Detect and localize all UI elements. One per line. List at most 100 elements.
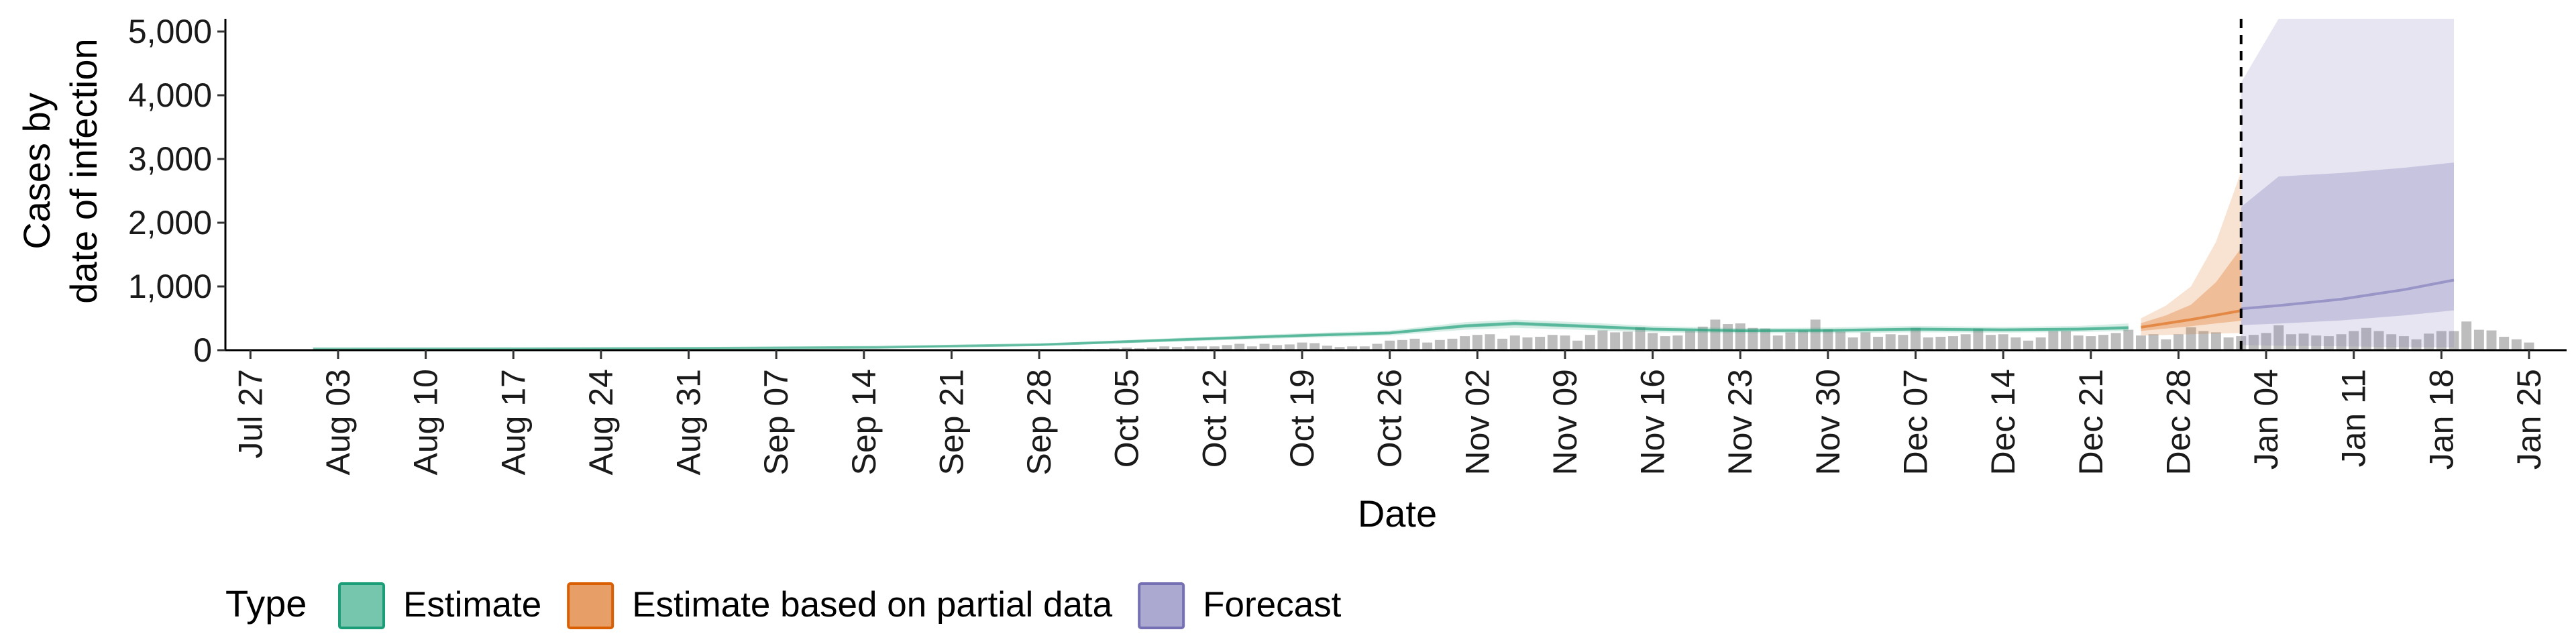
reported-case-bar (2210, 332, 2221, 350)
reported-case-bar (1485, 334, 1495, 350)
x-tick-label: Nov 16 (1634, 369, 1672, 475)
x-axis-title: Date (1358, 492, 1437, 535)
x-tick-label: Jan 11 (2335, 369, 2373, 467)
reported-case-bar (1847, 337, 1858, 350)
x-tick-label: Sep 14 (845, 369, 883, 475)
x-tick-label: Jan 18 (2422, 369, 2460, 470)
estimate-bands (313, 19, 2455, 351)
reported-case-bar (1309, 343, 1320, 350)
reported-case-bar (1547, 335, 1558, 350)
reported-case-bar (1497, 338, 1508, 350)
reported-case-bar (1472, 335, 1483, 350)
reported-case-bar (1648, 333, 1658, 350)
median-line-estimate (313, 322, 2129, 351)
x-tick-label: Nov 23 (1721, 369, 1759, 475)
y-tick-label: 4,000 (128, 76, 212, 114)
reported-case-bar (2373, 331, 2384, 350)
reported-case-bar (1284, 344, 1295, 350)
x-tick-label: Dec 28 (2159, 369, 2197, 475)
reported-case-bar (1297, 342, 1307, 350)
reported-case-bar (2135, 335, 2146, 350)
reported-case-bar (2398, 336, 2409, 350)
reported-case-bar (2273, 325, 2284, 350)
median-line-estimate-based-on-partial-data (2141, 309, 2242, 329)
reported-case-bar (1246, 346, 1257, 350)
reported-case-bar (2499, 337, 2510, 350)
reported-case-bar (2098, 335, 2108, 350)
x-tick-label: Oct 26 (1371, 369, 1409, 468)
y-axis-title-line-2: date of infection (62, 38, 105, 303)
reported-case-bar (2323, 336, 2334, 350)
reported-case-bar (1885, 334, 1896, 350)
reported-case-bar (1923, 337, 1933, 350)
reported-case-bar (1672, 335, 1683, 350)
reported-case-bar (1948, 336, 1958, 350)
x-tick-label: Nov 02 (1458, 369, 1496, 475)
reported-case-bar (2186, 327, 2196, 350)
reported-case-bar (1347, 346, 1358, 350)
x-tick-label: Oct 19 (1283, 369, 1321, 468)
reported-case-bar (2161, 339, 2171, 350)
reported-case-bar (1772, 335, 1783, 350)
reported-case-bar (2173, 334, 2184, 350)
y-axis-title-line-1: Cases by (15, 93, 58, 249)
y-tick-label: 1,000 (128, 268, 212, 305)
reported-case-bar (1372, 343, 1383, 350)
reported-case-bar (2311, 335, 2322, 350)
reported-case-bar (1409, 338, 1420, 350)
reported-case-bar (1334, 347, 1345, 350)
reported-case-bar (2148, 334, 2159, 350)
reported-case-bar (2123, 329, 2134, 350)
reported-case-bar (1259, 343, 1270, 350)
reported-case-bar (1748, 327, 1758, 350)
reported-case-bar (2473, 329, 2484, 350)
reported-case-bar (1585, 335, 1595, 350)
reported-case-bar (2286, 334, 2296, 350)
reported-case-bar (1171, 347, 1182, 350)
reported-case-bar (1535, 337, 1546, 350)
x-tick-label: Aug 03 (319, 369, 357, 475)
reported-case-bar (1986, 335, 1996, 350)
reported-case-bar (1998, 334, 2008, 350)
reported-case-bar (1146, 347, 1157, 350)
band-outer-estimate (313, 319, 2129, 350)
reported-case-bar (1873, 337, 1883, 350)
x-tick-label: Oct 05 (1108, 369, 1146, 468)
x-tick-label: Aug 17 (494, 369, 532, 475)
reported-case-bar (1359, 346, 1370, 350)
reported-case-bar (1397, 339, 1407, 350)
median-line-forecast (2241, 278, 2455, 311)
reported-case-bar (1835, 331, 1846, 350)
reported-case-bar (2449, 331, 2459, 350)
x-tick-label: Aug 31 (670, 369, 708, 475)
reported-case-bar (1911, 327, 1921, 350)
x-tick-label: Oct 12 (1195, 369, 1233, 468)
legend-entry-label: Forecast (1203, 585, 1341, 625)
reported-case-bar (1710, 319, 1721, 350)
reported-case-bar (1509, 335, 1520, 350)
reported-case-bar (1760, 328, 1771, 350)
legend-swatch-forecast (1138, 582, 1185, 629)
reported-case-bar (2223, 337, 2234, 350)
legend-entry-label: Estimate based on partial data (632, 585, 1112, 625)
band-inner-forecast (2241, 162, 2454, 325)
reported-case-bar (2349, 331, 2359, 350)
y-tick-label: 0 (193, 331, 212, 369)
reported-case-bar (2048, 331, 2059, 350)
reported-case-bar (1322, 345, 1332, 350)
reported-case-bar (2298, 333, 2309, 350)
band-outer-estimate-based-on-partial-data (2141, 172, 2241, 336)
reported-case-bar (2486, 330, 2497, 350)
band-inner-estimate-based-on-partial-data (2141, 248, 2241, 331)
x-tick-label: Aug 24 (582, 369, 620, 475)
reported-case-bar (2073, 335, 2084, 350)
reported-case-bar (1184, 346, 1195, 350)
reported-case-bar (1823, 329, 1833, 350)
x-tick-label: Aug 10 (407, 369, 445, 475)
reported-case-bar (1197, 346, 1208, 350)
reported-case-bar (1434, 339, 1445, 350)
reported-case-bar (1522, 337, 1533, 350)
reported-case-bar (2035, 337, 2046, 350)
reported-case-bar (1898, 335, 1909, 350)
reported-case-bar (1460, 336, 1470, 350)
